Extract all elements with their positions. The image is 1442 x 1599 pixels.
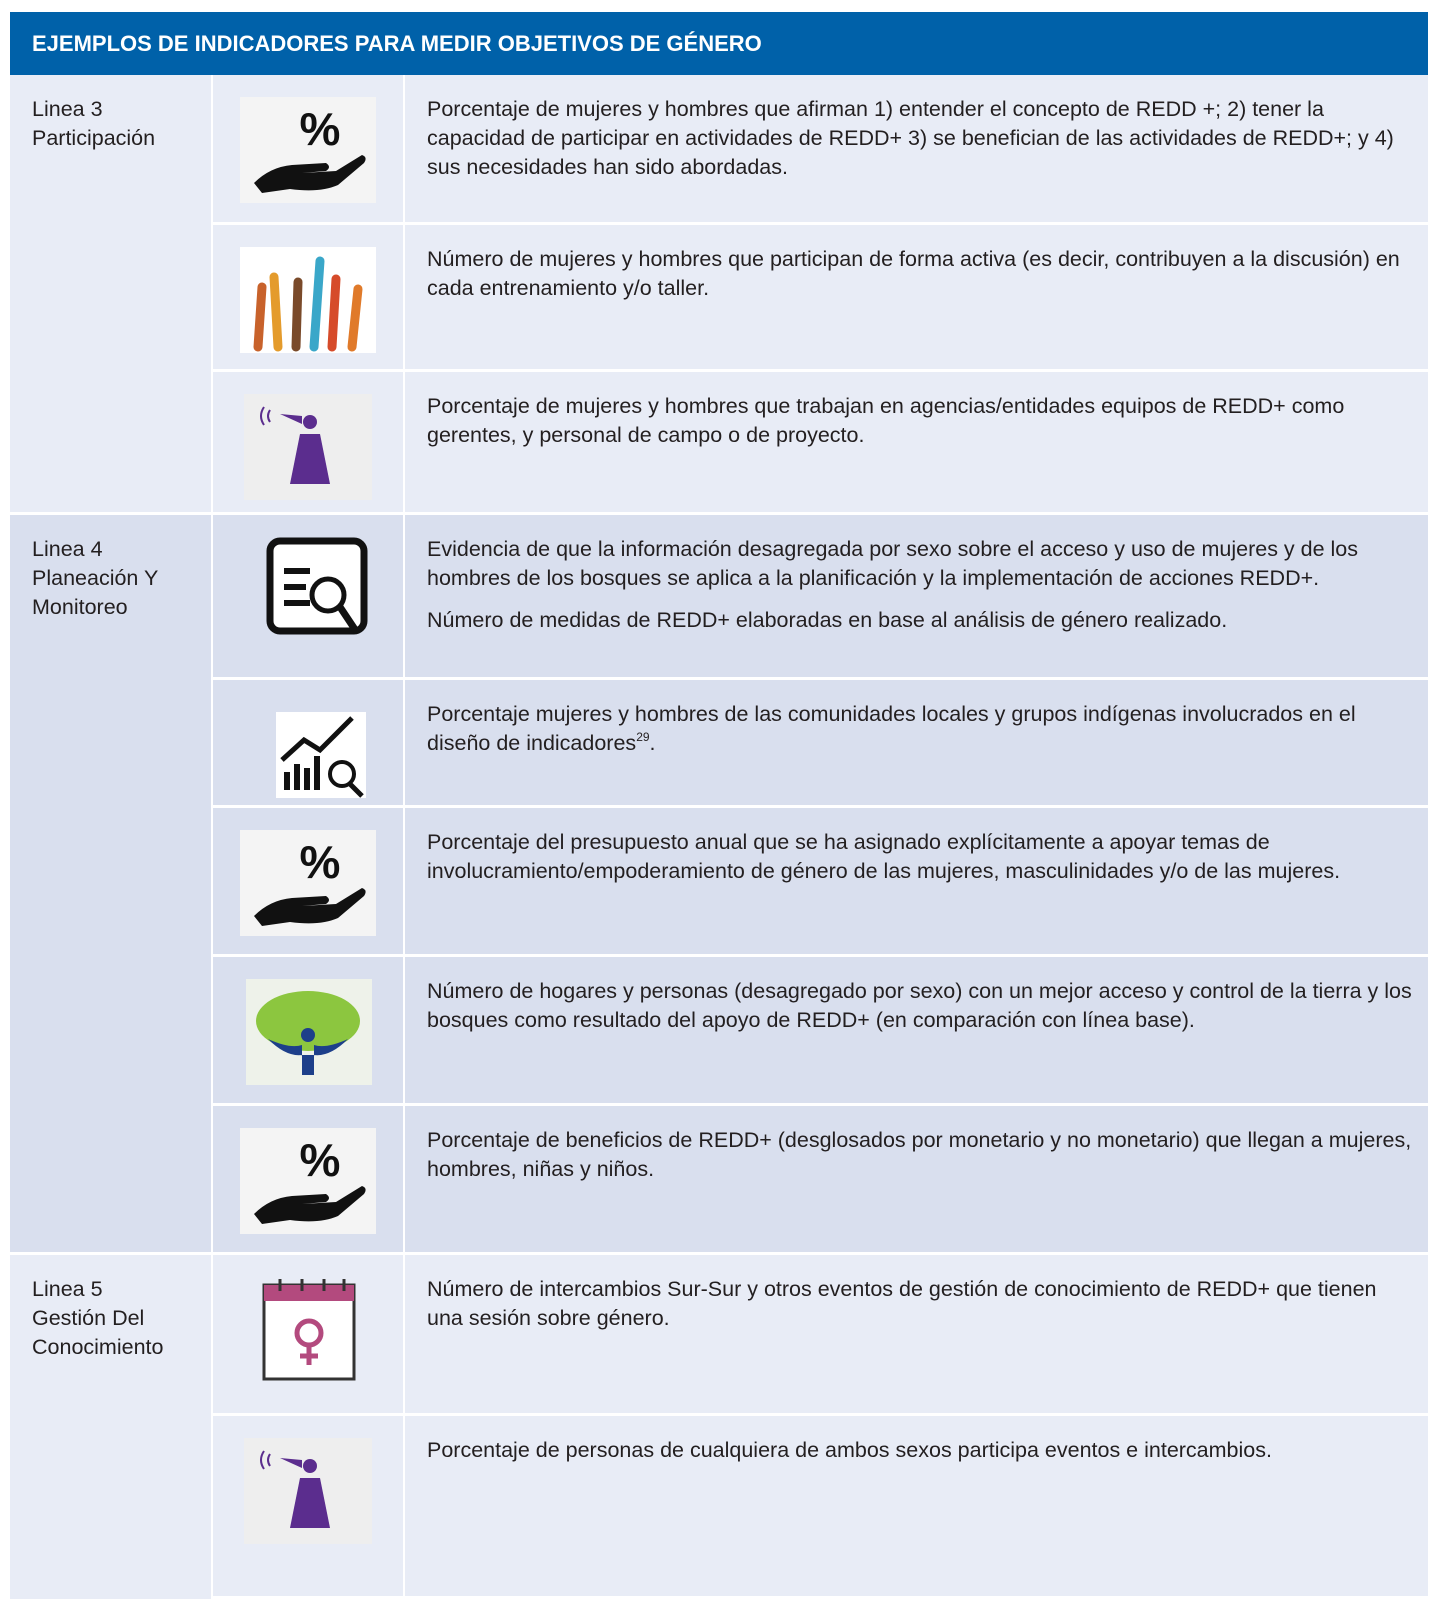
- icon-cell: [213, 957, 403, 1103]
- indicator-cell: Porcentaje mujeres y hombres de las comu…: [405, 680, 1428, 805]
- icon-cell: [213, 1416, 403, 1596]
- group-label: Linea 5 Gestión Del Conocimiento: [10, 1255, 211, 1599]
- icon-cell: [213, 225, 403, 369]
- icon: [244, 1438, 372, 1544]
- icon-cell: [213, 515, 403, 677]
- icon: [240, 247, 376, 353]
- indicator-text: Número de hogares y personas (desagregad…: [427, 979, 1412, 1032]
- indicator-cell: Porcentaje de mujeres y hombres que afir…: [405, 75, 1428, 222]
- svg-text:%: %: [300, 1134, 341, 1186]
- icon-wrap: [240, 979, 376, 1090]
- label-line: Monitoreo: [32, 595, 128, 619]
- indicator-cell: Evidencia de que la información desagreg…: [405, 515, 1428, 677]
- icon: [246, 979, 372, 1085]
- label-line: Linea 3: [32, 97, 103, 121]
- label-line: Gestión Del: [32, 1306, 145, 1330]
- group-label: Linea 4 Planeación Y Monitoreo: [10, 515, 211, 1252]
- icon: %: [240, 830, 376, 936]
- icon: [262, 1279, 356, 1381]
- indicator-text: Porcentaje mujeres y hombres de las comu…: [427, 700, 1418, 758]
- text: .: [649, 731, 656, 755]
- indicator-text: Porcentaje del presupuesto anual que se …: [427, 830, 1341, 883]
- icon-cell: %: [213, 75, 403, 222]
- icon-wrap: [240, 702, 376, 813]
- footnote-ref: 29: [636, 730, 650, 744]
- icon-wrap: %: [240, 830, 376, 941]
- indicator-cell: Número de mujeres y hombres que particip…: [405, 225, 1428, 369]
- indicator-text: Número de medidas de REDD+ elaboradas en…: [427, 608, 1228, 632]
- label-line: Linea 4: [32, 537, 103, 561]
- icon-wrap: %: [240, 1128, 376, 1239]
- table-header: EJEMPLOS DE INDICADORES PARA MEDIR OBJET…: [10, 12, 1428, 75]
- icon-wrap: %: [240, 97, 376, 208]
- icon-wrap: [240, 1438, 376, 1549]
- indicator-text: Porcentaje de personas de cualquiera de …: [427, 1438, 1272, 1462]
- label-line: Conocimiento: [32, 1335, 164, 1359]
- label-line: Planeación Y: [32, 566, 159, 590]
- icon: [276, 712, 366, 798]
- icon-cell: %: [213, 808, 403, 954]
- icon-wrap: [240, 537, 376, 648]
- indicator-cell: Porcentaje de beneficios de REDD+ (desgl…: [405, 1106, 1428, 1252]
- indicator-cell: Número de intercambios Sur-Sur y otros e…: [405, 1255, 1428, 1413]
- indicator-cell: Porcentaje de mujeres y hombres que trab…: [405, 372, 1428, 512]
- icon-wrap: [240, 247, 376, 358]
- icon-wrap: [240, 1277, 376, 1388]
- indicator-text: Número de intercambios Sur-Sur y otros e…: [427, 1277, 1377, 1330]
- indicator-cell: Porcentaje del presupuesto anual que se …: [405, 808, 1428, 954]
- icon-cell: [213, 680, 403, 805]
- label-line: Linea 5: [32, 1277, 103, 1301]
- icon-cell: [213, 1255, 403, 1413]
- indicator-cell: Porcentaje de personas de cualquiera de …: [405, 1416, 1428, 1596]
- icon: [244, 394, 372, 500]
- label-line: Participación: [32, 126, 156, 150]
- indicator-text: Porcentaje de mujeres y hombres que trab…: [427, 394, 1345, 447]
- text: Porcentaje mujeres y hombres de las comu…: [427, 702, 1356, 755]
- indicator-cell: Número de hogares y personas (desagregad…: [405, 957, 1428, 1103]
- indicator-text: Porcentaje de mujeres y hombres que afir…: [427, 97, 1394, 179]
- indicator-text: Evidencia de que la información desagreg…: [427, 537, 1359, 590]
- group-label: Linea 3 Participación: [10, 75, 211, 512]
- indicator-text: Porcentaje de beneficios de REDD+ (desgl…: [427, 1128, 1412, 1181]
- indicator-text: Número de mujeres y hombres que particip…: [427, 247, 1400, 300]
- icon: [266, 537, 368, 635]
- svg-text:%: %: [300, 103, 341, 155]
- icon: %: [240, 1128, 376, 1234]
- icon-cell: [213, 372, 403, 512]
- icon-cell: %: [213, 1106, 403, 1252]
- svg-text:%: %: [300, 836, 341, 888]
- icon-wrap: [240, 394, 376, 505]
- icon: %: [240, 97, 376, 203]
